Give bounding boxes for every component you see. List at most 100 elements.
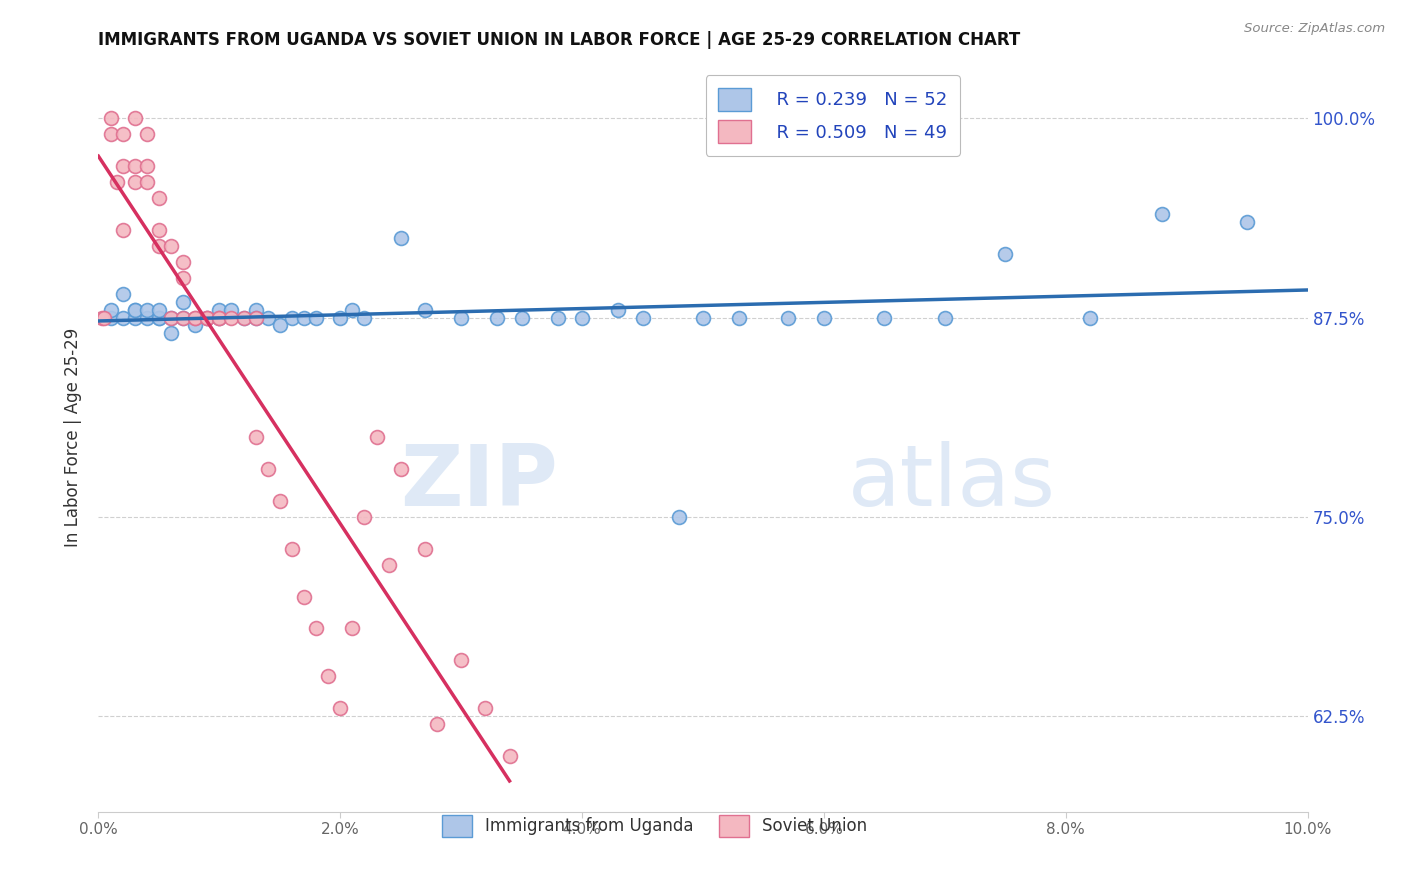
Point	[172, 254, 194, 268]
Text: Source: ZipAtlas.com: Source: ZipAtlas.com	[1244, 22, 1385, 36]
Point	[692, 310, 714, 325]
Point	[1236, 215, 1258, 229]
Point	[245, 430, 267, 444]
Point	[450, 310, 472, 325]
Point	[389, 231, 412, 245]
Point	[172, 310, 194, 325]
Point	[342, 621, 364, 635]
Point	[111, 310, 134, 325]
Point	[208, 310, 231, 325]
Point	[195, 310, 218, 325]
Point	[571, 310, 593, 325]
Point	[305, 621, 328, 635]
Point	[148, 191, 170, 205]
Text: IMMIGRANTS FROM UGANDA VS SOVIET UNION IN LABOR FORCE | AGE 25-29 CORRELATION CH: IMMIGRANTS FROM UGANDA VS SOVIET UNION I…	[98, 31, 1021, 49]
Point	[342, 302, 364, 317]
Point	[245, 310, 267, 325]
Point	[631, 310, 654, 325]
Point	[124, 302, 146, 317]
Point	[100, 310, 122, 325]
Point	[498, 748, 520, 763]
Point	[776, 310, 799, 325]
Point	[366, 430, 388, 444]
Point	[486, 310, 509, 325]
Y-axis label: In Labor Force | Age 25-29: In Labor Force | Age 25-29	[65, 327, 83, 547]
Point	[305, 310, 328, 325]
Point	[135, 127, 157, 141]
Point	[269, 318, 291, 333]
Point	[281, 541, 304, 556]
Point	[172, 270, 194, 285]
Point	[100, 302, 122, 317]
Point	[160, 310, 183, 325]
Point	[547, 310, 569, 325]
Point	[100, 112, 122, 126]
Point	[1152, 207, 1174, 221]
Point	[148, 310, 170, 325]
Point	[208, 302, 231, 317]
Point	[135, 159, 157, 173]
Point	[124, 112, 146, 126]
Point	[148, 302, 170, 317]
Point	[111, 159, 134, 173]
Point	[269, 493, 291, 508]
Point	[184, 318, 207, 333]
Point	[510, 310, 533, 325]
Point	[195, 310, 218, 325]
Point	[160, 239, 183, 253]
Point	[184, 310, 207, 325]
Point	[668, 509, 690, 524]
Point	[353, 509, 375, 524]
Point	[111, 127, 134, 141]
Point	[160, 326, 183, 341]
Point	[208, 310, 231, 325]
Point	[329, 701, 352, 715]
Point	[256, 310, 278, 325]
Point	[413, 302, 436, 317]
Point	[256, 462, 278, 476]
Point	[426, 717, 449, 731]
Point	[91, 310, 114, 325]
Point	[450, 653, 472, 667]
Point	[607, 302, 630, 317]
Point	[148, 239, 170, 253]
Point	[135, 175, 157, 189]
Legend: Immigrants from Uganda, Soviet Union: Immigrants from Uganda, Soviet Union	[430, 804, 879, 848]
Point	[994, 246, 1017, 260]
Text: atlas: atlas	[848, 441, 1056, 524]
Point	[105, 175, 128, 189]
Point	[148, 310, 170, 325]
Point	[221, 310, 243, 325]
Point	[172, 294, 194, 309]
Point	[93, 310, 115, 325]
Point	[124, 175, 146, 189]
Point	[232, 310, 254, 325]
Point	[195, 310, 218, 325]
Point	[728, 310, 751, 325]
Point	[292, 310, 315, 325]
Point	[873, 310, 896, 325]
Point	[1078, 310, 1101, 325]
Point	[184, 310, 207, 325]
Point	[813, 310, 835, 325]
Point	[245, 302, 267, 317]
Point	[934, 310, 956, 325]
Point	[208, 310, 231, 325]
Point	[111, 223, 134, 237]
Point	[413, 541, 436, 556]
Point	[245, 310, 267, 325]
Point	[221, 302, 243, 317]
Point	[389, 462, 412, 476]
Point	[160, 310, 183, 325]
Point	[135, 310, 157, 325]
Point	[148, 223, 170, 237]
Point	[100, 127, 122, 141]
Point	[377, 558, 399, 572]
Point	[281, 310, 304, 325]
Point	[316, 669, 339, 683]
Point	[124, 310, 146, 325]
Point	[353, 310, 375, 325]
Point	[292, 590, 315, 604]
Point	[232, 310, 254, 325]
Point	[329, 310, 352, 325]
